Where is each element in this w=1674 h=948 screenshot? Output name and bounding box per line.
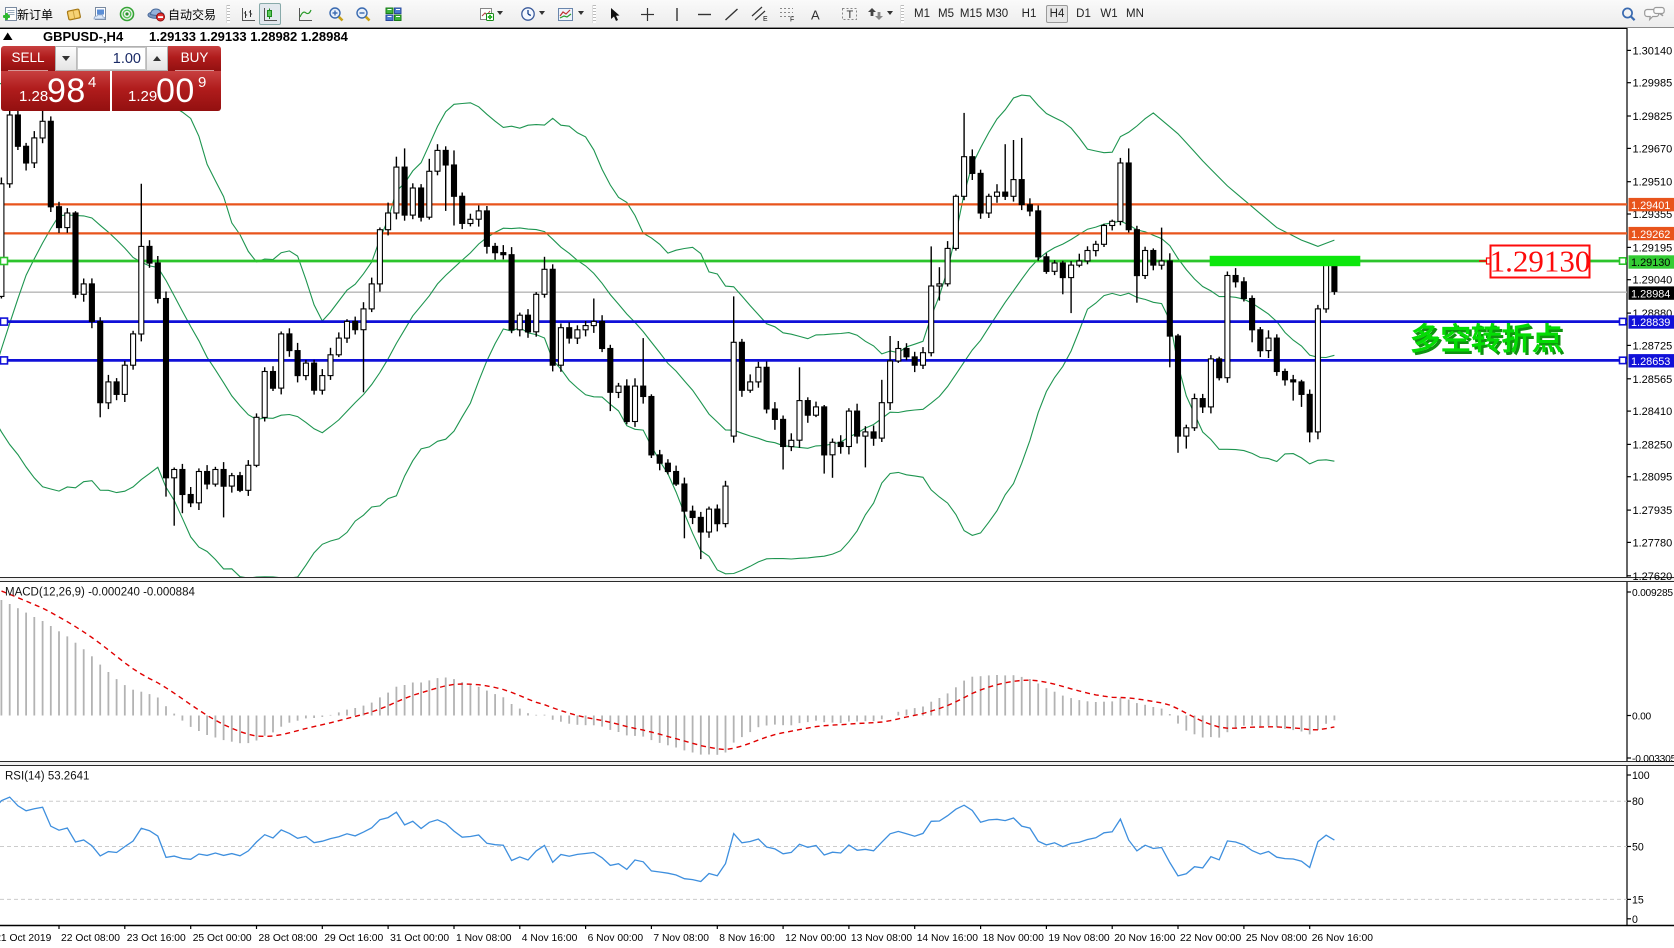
svg-text:29 Oct 16:00: 29 Oct 16:00 (324, 933, 383, 944)
svg-text:GBPUSD-,H4: GBPUSD-,H4 (43, 29, 124, 44)
svg-text:14 Nov 16:00: 14 Nov 16:00 (917, 933, 979, 944)
svg-text:0.00: 0.00 (1632, 712, 1652, 723)
svg-text:T: T (847, 9, 854, 21)
svg-text:50: 50 (1632, 842, 1644, 854)
svg-text:18 Nov 00:00: 18 Nov 00:00 (983, 933, 1045, 944)
svg-text:20 Nov 16:00: 20 Nov 16:00 (1114, 933, 1176, 944)
svg-text:1.28250: 1.28250 (1633, 439, 1673, 451)
svg-text:1.27620: 1.27620 (1633, 571, 1673, 583)
svg-text:25 Oct 00:00: 25 Oct 00:00 (193, 933, 252, 944)
svg-text:26 Nov 16:00: 26 Nov 16:00 (1312, 933, 1374, 944)
svg-text:1.28653: 1.28653 (1631, 356, 1670, 368)
svg-text:21 Oct 2019: 21 Oct 2019 (0, 933, 52, 944)
svg-text:8 Nov 16:00: 8 Nov 16:00 (719, 933, 775, 944)
svg-text:RSI(14) 53.2641: RSI(14) 53.2641 (5, 771, 89, 783)
svg-text:22 Nov 00:00: 22 Nov 00:00 (1180, 933, 1242, 944)
svg-text:0.009285: 0.009285 (1632, 588, 1673, 599)
svg-text:4 Nov 16:00: 4 Nov 16:00 (522, 933, 578, 944)
svg-text:1.29510: 1.29510 (1633, 177, 1673, 189)
svg-text:7 Nov 08:00: 7 Nov 08:00 (653, 933, 709, 944)
svg-text:1.29130: 1.29130 (1631, 257, 1670, 269)
svg-text:1.28565: 1.28565 (1633, 374, 1673, 386)
svg-text:1.28410: 1.28410 (1633, 406, 1673, 418)
svg-text:MACD(12,26,9) -0.000240 -0.000: MACD(12,26,9) -0.000240 -0.000884 (5, 587, 195, 599)
svg-text:1.28725: 1.28725 (1633, 340, 1673, 352)
svg-text:0: 0 (1632, 914, 1638, 926)
svg-text:1.29670: 1.29670 (1633, 143, 1673, 155)
svg-text:1.27935: 1.27935 (1633, 505, 1673, 517)
svg-text:28 Oct 08:00: 28 Oct 08:00 (259, 933, 318, 944)
svg-text:15: 15 (1632, 894, 1644, 906)
svg-text:1.29262: 1.29262 (1631, 229, 1670, 241)
svg-text:1.29195: 1.29195 (1633, 242, 1673, 254)
svg-text:1.28839: 1.28839 (1631, 317, 1670, 329)
svg-text:1.29401: 1.29401 (1631, 200, 1670, 212)
svg-text:6 Nov 00:00: 6 Nov 00:00 (588, 933, 644, 944)
svg-text:1.27780: 1.27780 (1633, 537, 1673, 549)
svg-text:1.28095: 1.28095 (1633, 472, 1673, 484)
svg-text:31 Oct 00:00: 31 Oct 00:00 (390, 933, 449, 944)
svg-text:-0.003305: -0.003305 (1632, 754, 1674, 765)
svg-text:F: F (790, 17, 794, 23)
svg-text:23 Oct 16:00: 23 Oct 16:00 (127, 933, 186, 944)
svg-text:1.29130: 1.29130 (1490, 244, 1591, 279)
svg-text:E: E (763, 16, 768, 22)
svg-text:1.29985: 1.29985 (1633, 78, 1673, 90)
svg-text:多空转折点: 多空转折点 (1413, 325, 1566, 359)
svg-text:1.29825: 1.29825 (1633, 111, 1673, 123)
svg-text:12 Nov 00:00: 12 Nov 00:00 (785, 933, 847, 944)
svg-text:13 Nov 08:00: 13 Nov 08:00 (851, 933, 913, 944)
svg-text:1.29355: 1.29355 (1633, 209, 1673, 221)
svg-text:1.29133 1.29133 1.28982 1.2898: 1.29133 1.29133 1.28982 1.28984 (149, 29, 349, 44)
svg-text:1.29040: 1.29040 (1633, 275, 1673, 287)
svg-text:80: 80 (1632, 796, 1644, 808)
svg-text:100: 100 (1632, 770, 1650, 782)
svg-text:多空转折点: 多空转折点 (1410, 323, 1563, 357)
svg-text:19 Nov 08:00: 19 Nov 08:00 (1048, 933, 1110, 944)
svg-text:1.30140: 1.30140 (1633, 45, 1673, 57)
svg-text:A: A (811, 7, 820, 22)
svg-text:1 Nov 08:00: 1 Nov 08:00 (456, 933, 512, 944)
svg-text:25 Nov 08:00: 25 Nov 08:00 (1246, 933, 1308, 944)
svg-text:22 Oct 08:00: 22 Oct 08:00 (61, 933, 120, 944)
svg-text:1.28984: 1.28984 (1631, 288, 1670, 300)
